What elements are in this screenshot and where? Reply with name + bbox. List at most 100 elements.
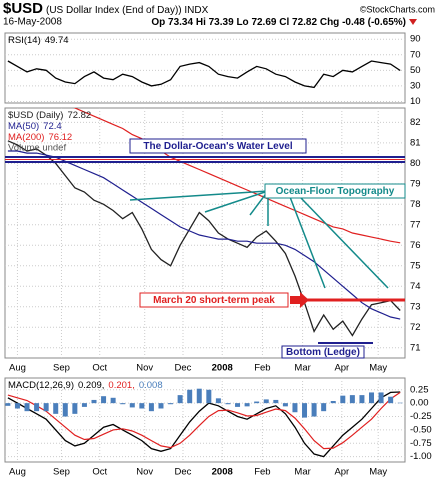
y-tick-label: 82 — [410, 117, 421, 128]
y-tick-label: 0.00 — [410, 398, 429, 409]
histogram-bar — [120, 403, 126, 405]
annotation-box — [129, 138, 307, 154]
legend-name: MACD(12,26,9) — [8, 380, 74, 391]
histogram-bar — [5, 403, 11, 406]
histogram-bar — [282, 403, 288, 407]
histogram-bar — [321, 403, 327, 412]
histogram-bar — [177, 395, 183, 404]
histogram-bar — [254, 401, 260, 404]
plots: 10 30 50 70 90 RSI(14) 49.74 71 72 73 74 75 76 77 78 79… — [4, 32, 432, 478]
y-tick-label: 79 — [410, 178, 421, 189]
x-tick-label: Mar — [294, 363, 310, 374]
histogram-bar — [187, 389, 193, 404]
histogram-bar — [14, 403, 20, 409]
legend-value: 72.4 — [43, 121, 62, 132]
x-tick-label: Aug — [9, 363, 26, 374]
y-tick-label: 72 — [410, 322, 421, 333]
y-tick-label: 80 — [410, 158, 421, 169]
credit: ©StockCharts.com — [360, 4, 435, 14]
series-group — [7, 108, 401, 337]
histogram-bar — [196, 388, 202, 404]
panel: 0.25 0.00 -0.25 -0.50 -0.75 -1.00 Aug Sep Oct Nov… — [4, 377, 432, 478]
series-line — [7, 60, 401, 89]
panel-frame — [4, 32, 406, 104]
series-group — [5, 388, 403, 458]
histogram-bar — [311, 403, 317, 417]
legend-entry: MA(200) 76.12 — [8, 132, 72, 143]
exchange: INDX — [184, 5, 208, 16]
annotation: Bottom (Ledge) — [286, 347, 360, 358]
quote-value: 72.69 — [251, 17, 276, 28]
legend-value: 0.209, — [78, 380, 104, 391]
x-tick-label: Mar — [294, 467, 310, 478]
x-tick-label: May — [369, 363, 387, 374]
histogram-bar — [129, 403, 135, 408]
histogram-bar — [349, 395, 355, 404]
annotation-box — [264, 183, 406, 199]
x-tick-label: Apr — [334, 467, 349, 478]
x-tick-label: Oct — [92, 467, 107, 478]
y-tick-label: 77 — [410, 219, 421, 230]
histogram-bar — [158, 403, 164, 409]
annotation: March 20 short-term peak — [153, 295, 275, 306]
y-tick-label: 74 — [410, 281, 421, 292]
annotation-box — [281, 345, 365, 359]
legend-value: 0.008 — [139, 380, 163, 391]
x-tick-label: Aug — [9, 467, 26, 478]
legend-name: MA(200) — [8, 132, 44, 143]
histogram-bar — [340, 395, 346, 404]
legend-entry: RSI(14) 49.74 — [8, 35, 69, 46]
annotation: The Dollar-Ocean's Water Level — [143, 141, 292, 152]
histogram-bar — [273, 399, 279, 404]
x-tick-label: Dec — [175, 363, 192, 374]
quote-label: Op — [151, 17, 165, 28]
histogram-bar — [168, 403, 174, 405]
y-tick-label: 76 — [410, 240, 421, 251]
y-tick-label: 30 — [410, 80, 421, 91]
histogram-bar — [292, 403, 298, 413]
histogram-bar — [43, 403, 49, 412]
histogram-bar — [62, 403, 68, 417]
y-tick-label: 50 — [410, 65, 421, 76]
legend-name: MA(50) — [8, 121, 39, 132]
y-tick-label: 73 — [410, 301, 421, 312]
histogram-bar — [148, 403, 154, 412]
histogram-bar — [235, 403, 241, 407]
y-tick-label: -1.00 — [410, 451, 432, 462]
x-tick-label: Feb — [254, 363, 270, 374]
x-tick-label: Sep — [53, 467, 70, 478]
peak-arrow — [290, 292, 309, 308]
histogram-bar — [34, 403, 40, 412]
quote-value: 73.34 — [168, 17, 193, 28]
x-tick-label: 2008 — [212, 467, 233, 478]
histogram-bar — [101, 396, 107, 404]
histogram-bar — [388, 396, 394, 404]
legend-value: 72.82 — [67, 110, 91, 121]
histogram-bar — [24, 403, 30, 412]
histogram-bar — [53, 403, 59, 414]
x-tick-label: Dec — [175, 467, 192, 478]
y-tick-label: 90 — [410, 34, 421, 45]
quote-value: 72.82 — [292, 17, 317, 28]
histogram-bar — [206, 389, 212, 404]
series-line — [73, 108, 401, 244]
quote-label: Chg — [320, 17, 339, 28]
annotation: Ocean-Floor Topography — [276, 186, 395, 197]
histogram-bar — [215, 398, 221, 404]
quote-label: Lo — [236, 17, 248, 28]
histogram-bar — [244, 403, 250, 407]
title: (US Dollar Index (End of Day)) INDX — [46, 5, 209, 16]
series-line — [7, 391, 401, 450]
legend-value: 76.12 — [48, 132, 72, 143]
annotation-box — [139, 292, 289, 308]
histogram-bar — [91, 399, 97, 404]
y-tick-label: -0.25 — [410, 411, 432, 422]
y-tick-label: 81 — [410, 137, 421, 148]
legend-value: 0.201, — [108, 380, 134, 391]
histogram-bar — [110, 397, 116, 404]
histogram-bar — [263, 399, 269, 404]
y-tick-label: 75 — [410, 260, 421, 271]
x-tick-label: Sep — [53, 363, 70, 374]
y-tick-label: 78 — [410, 199, 421, 210]
